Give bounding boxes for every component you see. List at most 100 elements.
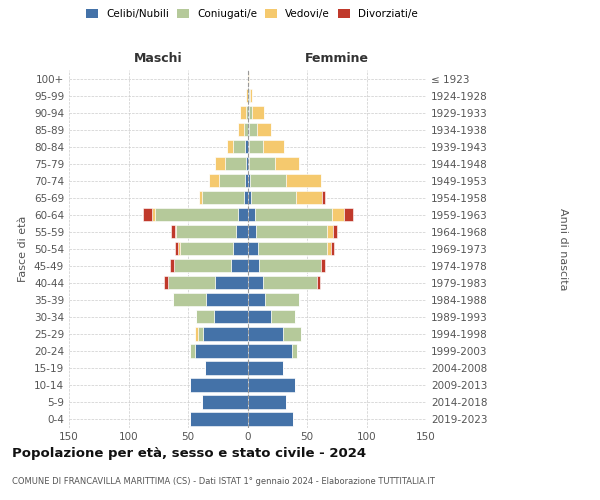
Bar bbox=[331, 242, 334, 256]
Bar bbox=[248, 140, 263, 153]
Bar bbox=[292, 344, 298, 358]
Bar bbox=[322, 191, 325, 204]
Bar bbox=[175, 242, 178, 256]
Bar bbox=[256, 225, 327, 238]
Bar bbox=[190, 344, 195, 358]
Bar bbox=[202, 191, 244, 204]
Bar bbox=[251, 191, 296, 204]
Bar bbox=[248, 157, 275, 170]
Bar bbox=[227, 140, 233, 153]
Y-axis label: Fasce di età: Fasce di età bbox=[19, 216, 28, 282]
Bar bbox=[209, 174, 219, 188]
Bar bbox=[248, 396, 286, 408]
Bar bbox=[164, 276, 168, 289]
Bar bbox=[190, 412, 248, 426]
Bar bbox=[327, 225, 333, 238]
Bar bbox=[248, 344, 292, 358]
Bar bbox=[202, 396, 248, 408]
Bar bbox=[247, 89, 248, 102]
Bar bbox=[199, 191, 202, 204]
Bar bbox=[333, 225, 337, 238]
Bar bbox=[174, 259, 231, 272]
Bar bbox=[327, 242, 331, 256]
Text: Femmine: Femmine bbox=[305, 52, 369, 65]
Bar bbox=[332, 208, 344, 222]
Bar bbox=[247, 157, 248, 170]
Bar bbox=[248, 276, 263, 289]
Bar bbox=[248, 242, 258, 256]
Bar bbox=[225, 157, 247, 170]
Bar bbox=[195, 327, 197, 340]
Bar bbox=[179, 242, 233, 256]
Bar bbox=[215, 157, 225, 170]
Bar bbox=[205, 362, 248, 374]
Bar bbox=[195, 344, 248, 358]
Bar bbox=[286, 174, 321, 188]
Bar bbox=[248, 208, 254, 222]
Bar bbox=[238, 208, 248, 222]
Bar bbox=[152, 208, 155, 222]
Y-axis label: Anni di nascita: Anni di nascita bbox=[558, 208, 568, 290]
Bar bbox=[344, 208, 353, 222]
Bar bbox=[248, 225, 256, 238]
Bar bbox=[241, 106, 247, 119]
Bar bbox=[175, 225, 176, 238]
Bar bbox=[248, 310, 271, 324]
Bar bbox=[259, 259, 321, 272]
Bar bbox=[168, 276, 215, 289]
Bar bbox=[271, 310, 295, 324]
Bar bbox=[248, 378, 295, 392]
Bar bbox=[155, 208, 238, 222]
Bar bbox=[236, 225, 248, 238]
Bar bbox=[263, 140, 284, 153]
Bar bbox=[247, 106, 248, 119]
Legend: Celibi/Nubili, Coniugati/e, Vedovi/e, Divorziati/e: Celibi/Nubili, Coniugati/e, Vedovi/e, Di… bbox=[82, 5, 422, 24]
Bar bbox=[248, 123, 257, 136]
Bar bbox=[233, 242, 248, 256]
Bar bbox=[248, 106, 252, 119]
Bar bbox=[245, 174, 248, 188]
Bar bbox=[275, 157, 299, 170]
Bar bbox=[233, 140, 245, 153]
Bar bbox=[265, 293, 299, 306]
Bar bbox=[248, 89, 250, 102]
Bar bbox=[296, 191, 322, 204]
Bar bbox=[258, 242, 327, 256]
Bar bbox=[214, 310, 248, 324]
Bar bbox=[231, 259, 248, 272]
Text: Popolazione per età, sesso e stato civile - 2024: Popolazione per età, sesso e stato civil… bbox=[12, 448, 366, 460]
Bar bbox=[244, 123, 248, 136]
Bar bbox=[248, 362, 283, 374]
Bar bbox=[172, 225, 175, 238]
Bar bbox=[215, 276, 248, 289]
Bar bbox=[197, 327, 203, 340]
Bar bbox=[252, 106, 264, 119]
Bar bbox=[248, 293, 265, 306]
Bar bbox=[176, 225, 236, 238]
Bar bbox=[178, 242, 179, 256]
Bar bbox=[206, 293, 248, 306]
Bar bbox=[245, 140, 248, 153]
Bar bbox=[219, 174, 245, 188]
Bar bbox=[244, 191, 248, 204]
Bar bbox=[321, 259, 325, 272]
Bar bbox=[250, 89, 252, 102]
Bar bbox=[248, 327, 283, 340]
Bar bbox=[190, 378, 248, 392]
Bar bbox=[248, 191, 251, 204]
Bar bbox=[173, 293, 206, 306]
Bar bbox=[196, 310, 214, 324]
Bar bbox=[248, 412, 293, 426]
Bar bbox=[143, 208, 152, 222]
Bar bbox=[317, 276, 320, 289]
Bar bbox=[250, 174, 286, 188]
Bar bbox=[254, 208, 332, 222]
Text: Maschi: Maschi bbox=[134, 52, 182, 65]
Bar bbox=[248, 174, 250, 188]
Bar bbox=[248, 259, 259, 272]
Bar bbox=[170, 259, 174, 272]
Bar bbox=[263, 276, 317, 289]
Bar bbox=[257, 123, 271, 136]
Bar bbox=[203, 327, 248, 340]
Bar bbox=[238, 123, 244, 136]
